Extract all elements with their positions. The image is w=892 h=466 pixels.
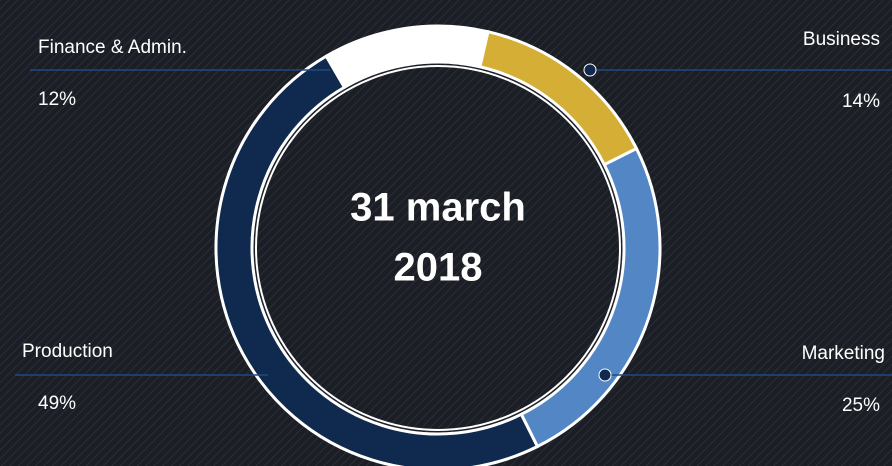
category-label: Marketing <box>802 343 885 364</box>
value-label: 49% <box>38 393 76 414</box>
donut-segment <box>324 24 490 90</box>
category-label: Finance & Admin. <box>38 37 187 58</box>
inner-ring <box>255 65 621 431</box>
leader-dot <box>583 63 597 77</box>
value-label: 25% <box>842 395 880 416</box>
value-label: 12% <box>38 89 76 110</box>
center-text: 31 march <box>350 186 526 230</box>
value-label: 14% <box>842 91 880 112</box>
center-text: 2018 <box>394 246 483 290</box>
category-label: Business <box>803 29 880 50</box>
category-label: Production <box>22 341 113 362</box>
leader-dot <box>598 368 612 382</box>
donut <box>214 24 662 466</box>
donut-segment <box>214 54 540 466</box>
